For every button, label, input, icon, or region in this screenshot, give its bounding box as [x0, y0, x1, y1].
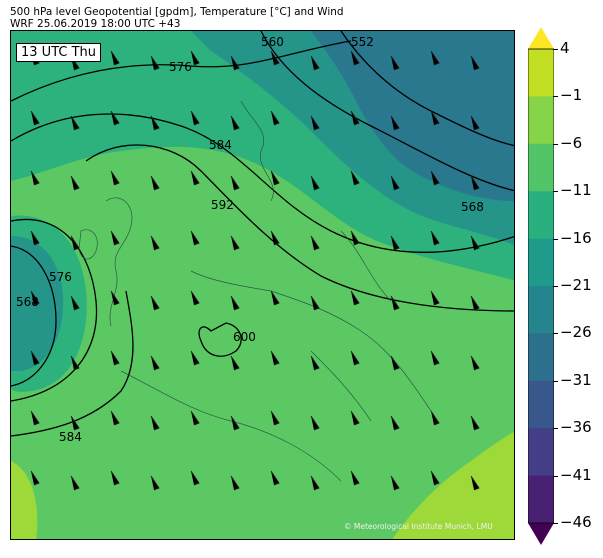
- contour-label: 560: [261, 35, 284, 49]
- coastline-ireland: [78, 229, 98, 260]
- contour-label: 592: [211, 198, 234, 212]
- contour-560: [260, 31, 514, 192]
- time-label-box: 13 UTC Thu: [16, 43, 101, 62]
- colorbar-tick: [553, 428, 558, 430]
- contour-label: 600: [233, 330, 256, 344]
- contour-576-west: [11, 218, 98, 402]
- colorbar-label: −26: [560, 323, 592, 342]
- colorbar-band: [528, 475, 554, 524]
- contour-576-east: [11, 113, 514, 254]
- colorbar-tick: [553, 286, 558, 287]
- contour-labels: 552 560 568 568 576 576 584 584 592 600: [16, 35, 484, 444]
- border-central: [270, 290, 432, 412]
- colorbar-label: −46: [560, 513, 592, 531]
- colorbar-bottom-arrow: [528, 523, 554, 545]
- weather-map[interactable]: 552 560 568 568 576 576 584 584 592 600: [10, 30, 515, 540]
- colorbar-top-arrow: [528, 27, 554, 49]
- contour-552: [340, 31, 514, 147]
- contour-576-north: [11, 40, 352, 102]
- geopotential-contours: [11, 31, 514, 437]
- colorbar-label: −11: [560, 181, 592, 200]
- colorbar-tick: [553, 143, 558, 145]
- border-balkan: [310, 350, 372, 422]
- chart-subtitle: WRF 25.06.2019 18:00 UTC +43: [10, 18, 181, 30]
- colorbar-tick: [553, 238, 558, 240]
- contour-584-southwest: [11, 290, 134, 437]
- colorbar-label: −21: [560, 276, 592, 294]
- coldest-region: [311, 31, 514, 201]
- colorbar-band: [528, 286, 554, 334]
- wind-barbs: [30, 50, 480, 491]
- colorbar-band: [528, 333, 554, 382]
- colorbar-label: −36: [560, 418, 592, 437]
- colorbar-tick: [553, 49, 558, 50]
- colorbar-tick: [553, 96, 558, 98]
- contour-568: [11, 245, 57, 387]
- colorbar-band: [528, 238, 554, 287]
- colorbar-label: −16: [560, 228, 592, 247]
- contour-label: 552: [351, 35, 374, 49]
- contour-label: 584: [59, 430, 82, 444]
- contour-label: 576: [169, 60, 192, 74]
- colorbar-band: [528, 143, 554, 192]
- warm-region-southeast: [392, 432, 514, 539]
- colorbar-tick: [553, 191, 558, 193]
- contour-label: 568: [16, 295, 39, 309]
- contour-label: 576: [49, 270, 72, 284]
- border-east: [340, 230, 392, 302]
- contour-label: 568: [461, 200, 484, 214]
- colorbar-band: [528, 380, 554, 429]
- map-canvas: 552 560 568 568 576 576 584 584 592 600: [11, 31, 514, 539]
- chart-header: 500 hPa level Geopotential [gpdm], Tempe…: [10, 6, 344, 30]
- coastline-scandinavia: [240, 100, 274, 202]
- colorbar-band: [528, 96, 554, 145]
- colorbar: [528, 27, 554, 545]
- colorbar-label: −31: [560, 370, 592, 389]
- colorbar-label: 4: [560, 39, 570, 57]
- colorbar-band: [528, 191, 554, 240]
- credit-text: © Meteorological Institute Munich, LMU: [344, 522, 493, 531]
- contour-592: [85, 144, 514, 312]
- colorbar-band: [528, 49, 554, 97]
- contour-label: 584: [209, 138, 232, 152]
- colorbar-label: −41: [560, 465, 592, 484]
- colorbar-tick: [553, 380, 558, 382]
- coastline-south: [120, 370, 342, 482]
- colorbar-tick: [553, 333, 558, 335]
- warm-region-southwest: [11, 461, 38, 539]
- contour-600: [198, 322, 242, 357]
- colorbar-band: [528, 428, 554, 477]
- colorbar-tick: [553, 475, 558, 477]
- colorbar-label: −6: [560, 133, 583, 152]
- colorbar-tick: [553, 523, 558, 524]
- colorbar-label: −1: [560, 86, 583, 105]
- chart-title: 500 hPa level Geopotential [gpdm], Tempe…: [10, 6, 344, 18]
- border-west: [190, 270, 272, 292]
